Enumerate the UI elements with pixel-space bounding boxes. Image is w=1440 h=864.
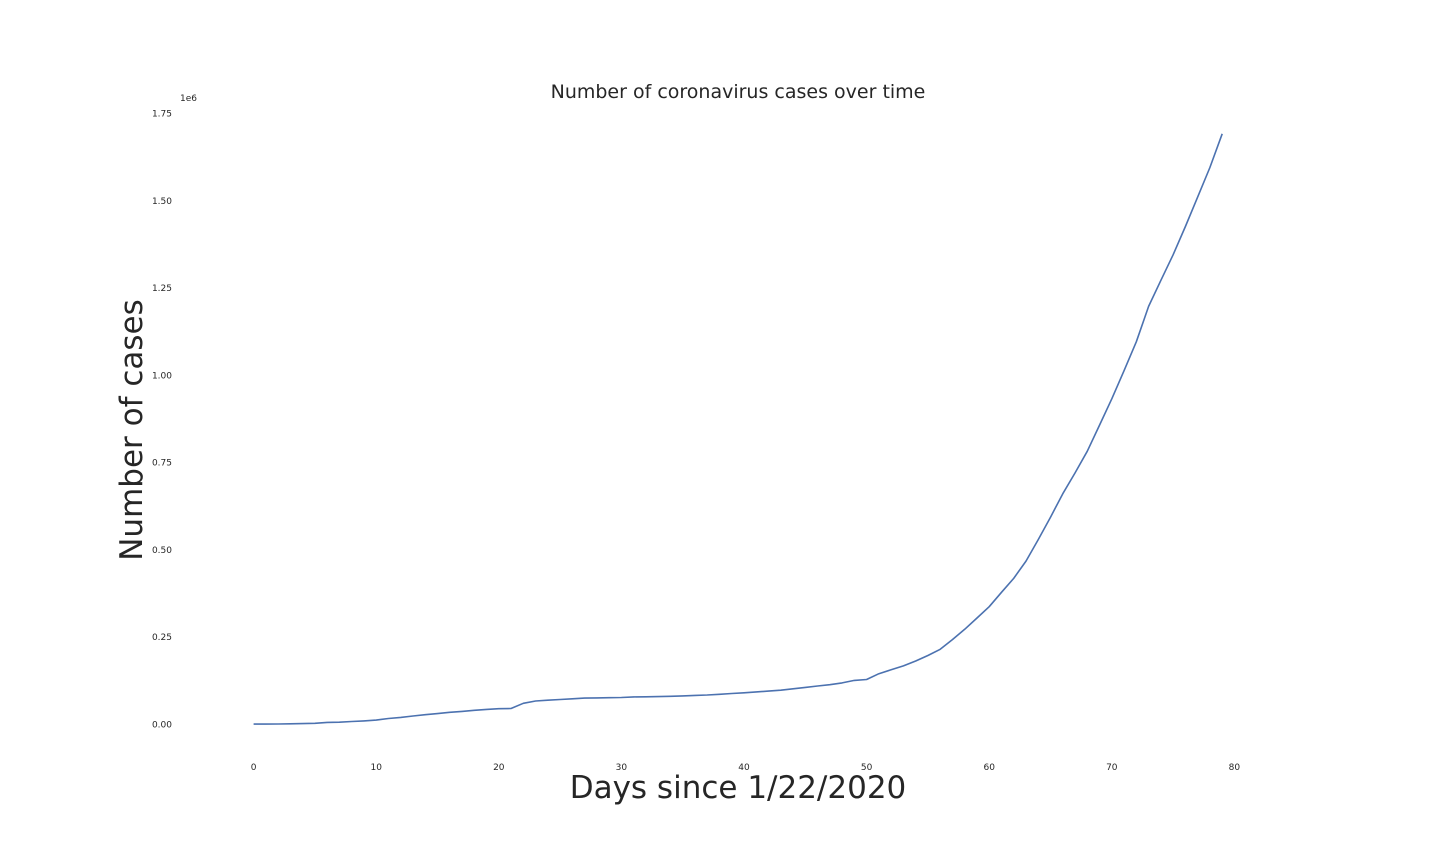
series-line (253, 133, 1223, 725)
x-tick-label: 80 (1229, 763, 1241, 773)
y-tick-label: 1.50 (152, 197, 172, 207)
x-tick-label: 50 (861, 763, 873, 773)
x-tick-label: 20 (493, 763, 505, 773)
y-tick-label: 0.25 (152, 633, 172, 643)
y-axis-label: Number of cases (114, 299, 150, 561)
chart-title: Number of coronavirus cases over time (551, 81, 926, 103)
x-tick-label: 70 (1106, 763, 1118, 773)
y-tick-label: 1.75 (152, 110, 172, 120)
x-tick-label: 60 (983, 763, 995, 773)
y-tick-label: 0.00 (152, 720, 172, 730)
y-axis-ticks: 0.00 0.25 0.50 0.75 1.00 1.25 1.50 1.75 (152, 110, 172, 731)
y-tick-label: 0.50 (152, 546, 172, 556)
y-tick-label: 0.75 (152, 459, 172, 469)
x-tick-label: 10 (370, 763, 382, 773)
x-tick-label: 30 (616, 763, 628, 773)
x-tick-label: 40 (738, 763, 750, 773)
y-tick-label: 1.00 (152, 371, 172, 381)
y-axis-offset-text: 1e6 (180, 94, 197, 104)
x-tick-label: 0 (251, 763, 257, 773)
y-tick-label: 1.25 (152, 284, 172, 294)
x-axis-label: Days since 1/22/2020 (570, 770, 907, 806)
x-axis-ticks: 0 10 20 30 40 50 60 70 80 (251, 763, 1241, 773)
plot-area (253, 133, 1223, 725)
